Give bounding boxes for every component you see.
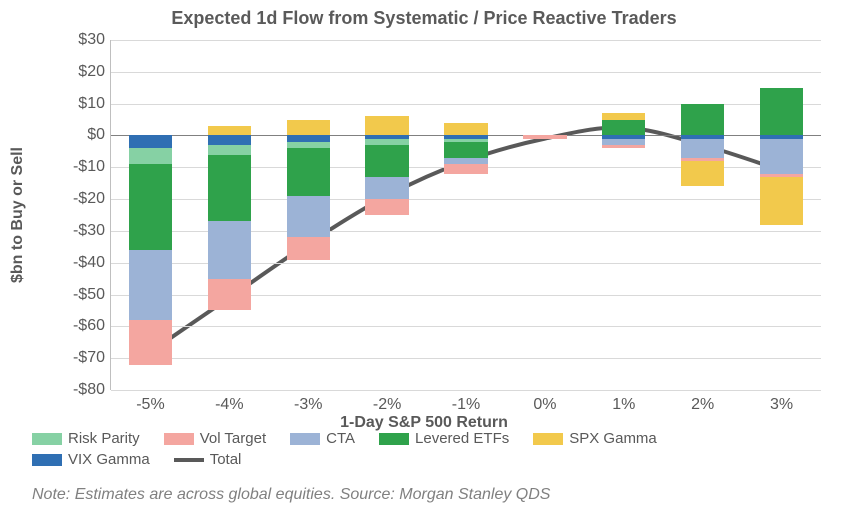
x-tick-label: -2% [373, 390, 401, 414]
bar-seg-vol_target [208, 279, 251, 311]
bar-seg-cta [208, 221, 251, 278]
bar-group [365, 40, 408, 390]
legend-item: SPX Gamma [533, 430, 657, 447]
legend-label: SPX Gamma [569, 430, 657, 447]
x-tick-label: 3% [770, 390, 793, 414]
y-tick-label: $20 [78, 63, 111, 81]
bar-seg-vix_gamma [208, 135, 251, 145]
bar-seg-levered_etfs [444, 142, 487, 158]
legend-swatch [32, 433, 62, 445]
legend-item: Risk Parity [32, 430, 140, 447]
bar-group [602, 40, 645, 390]
legend: Risk Parity Vol Target CTA Levered ETFs SPX … [32, 430, 816, 472]
bar-seg-levered_etfs [208, 155, 251, 222]
legend-label: CTA [326, 430, 355, 447]
x-tick-label: 2% [691, 390, 714, 414]
bar-seg-spx_gamma [444, 123, 487, 136]
bar-seg-risk_parity [129, 148, 172, 164]
y-tick-label: -$30 [73, 222, 111, 240]
y-tick-label: -$40 [73, 254, 111, 272]
bar-seg-vol_target [365, 199, 408, 215]
bar-group [760, 40, 803, 390]
y-tick-label: $30 [78, 31, 111, 49]
x-tick-label: -1% [452, 390, 480, 414]
x-tick-label: -5% [136, 390, 164, 414]
legend-item: CTA [290, 430, 355, 447]
bar-group [208, 40, 251, 390]
bar-seg-vol_target [287, 237, 330, 259]
bar-group [444, 40, 487, 390]
legend-swatch-line [174, 458, 204, 462]
bar-seg-cta [681, 139, 724, 158]
bar-seg-spx_gamma [287, 120, 330, 136]
bar-seg-spx_gamma [760, 177, 803, 225]
bar-seg-vol_target [523, 135, 566, 138]
bar-seg-cta [287, 196, 330, 237]
chart-container: Expected 1d Flow from Systematic / Price… [0, 0, 848, 510]
bar-seg-levered_etfs [681, 104, 724, 136]
y-tick-label: -$50 [73, 286, 111, 304]
x-tick-label: -4% [215, 390, 243, 414]
legend-swatch [164, 433, 194, 445]
x-tick-label: 1% [612, 390, 635, 414]
bar-seg-vix_gamma [129, 135, 172, 148]
bar-seg-levered_etfs [760, 88, 803, 136]
x-tick-label: -3% [294, 390, 322, 414]
legend-swatch [379, 433, 409, 445]
bar-seg-spx_gamma [602, 113, 645, 119]
y-tick-label: -$60 [73, 317, 111, 335]
bar-seg-spx_gamma [681, 161, 724, 186]
y-tick-label: -$80 [73, 381, 111, 399]
chart-note: Note: Estimates are across global equiti… [32, 486, 550, 504]
bar-group [523, 40, 566, 390]
bar-seg-levered_etfs [602, 120, 645, 136]
legend-item: Levered ETFs [379, 430, 509, 447]
bar-seg-cta [760, 139, 803, 174]
legend-swatch [290, 433, 320, 445]
bar-seg-vol_target [444, 164, 487, 174]
plot-area: $30$20$10$0-$10-$20-$30-$40-$50-$60-$70-… [110, 40, 821, 390]
legend-item: Vol Target [164, 430, 266, 447]
bar-seg-levered_etfs [365, 145, 408, 177]
y-tick-label: -$20 [73, 190, 111, 208]
legend-swatch [32, 454, 62, 466]
bar-seg-spx_gamma [208, 126, 251, 136]
bar-seg-vol_target [602, 145, 645, 148]
bar-seg-risk_parity [208, 145, 251, 155]
bar-group [681, 40, 724, 390]
legend-swatch [533, 433, 563, 445]
legend-item: Total [174, 451, 242, 468]
y-tick-label: $10 [78, 95, 111, 113]
y-tick-label: $0 [87, 126, 111, 144]
x-tick-label: 0% [533, 390, 556, 414]
legend-label: Total [210, 451, 242, 468]
legend-label: Levered ETFs [415, 430, 509, 447]
bar-seg-spx_gamma [365, 116, 408, 135]
y-axis-label: $bn to Buy or Sell [9, 147, 27, 283]
bar-seg-levered_etfs [129, 164, 172, 250]
legend-item: VIX Gamma [32, 451, 150, 468]
legend-label: VIX Gamma [68, 451, 150, 468]
bar-seg-vol_target [129, 320, 172, 365]
y-tick-label: -$70 [73, 349, 111, 367]
legend-label: Vol Target [200, 430, 266, 447]
bar-seg-levered_etfs [287, 148, 330, 196]
bar-seg-cta [129, 250, 172, 320]
legend-label: Risk Parity [68, 430, 140, 447]
bar-group [287, 40, 330, 390]
bar-group [129, 40, 172, 390]
y-tick-label: -$10 [73, 158, 111, 176]
chart-title: Expected 1d Flow from Systematic / Price… [0, 8, 848, 29]
bar-seg-cta [365, 177, 408, 199]
